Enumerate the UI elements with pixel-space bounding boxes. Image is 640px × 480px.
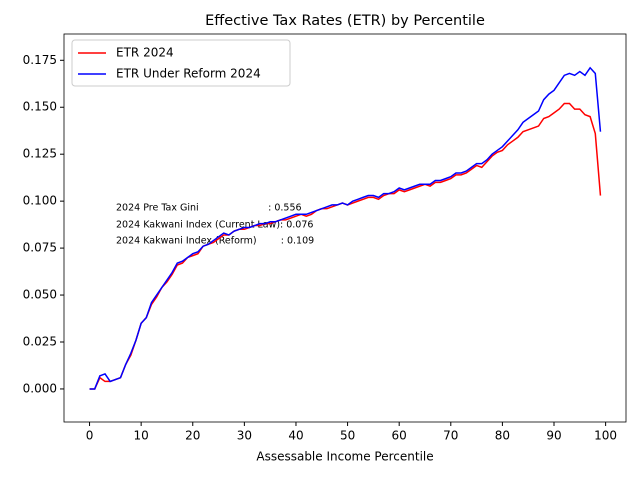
y-tick-label: 0.175: [23, 53, 57, 67]
y-tick-label: 0.075: [23, 241, 57, 255]
line: [89, 66, 602, 390]
y-tick-label: 0.050: [23, 288, 57, 302]
x-tick-label: 0: [86, 429, 94, 443]
y-tick-label: 0.000: [23, 381, 57, 395]
annotation: 2024 Pre Tax Gini : 0.556: [116, 203, 302, 214]
legend-label: ETR 2024: [116, 46, 174, 60]
x-tick-label: 80: [495, 429, 510, 443]
y-tick-label: 0.100: [23, 194, 57, 208]
annotation: 2024 Kakwani Index (Current Law): 0.076: [116, 220, 313, 231]
chart-title: Effective Tax Rates (ETR) by Percentile: [205, 13, 485, 29]
y-tick-label: 0.125: [23, 147, 57, 161]
x-tick-label: 100: [594, 429, 617, 443]
x-tick-label: 10: [134, 429, 149, 443]
x-tick-label: 40: [288, 429, 303, 443]
y-tick-label: 0.025: [23, 334, 57, 348]
x-tick-label: 20: [185, 429, 200, 443]
x-tick-label: 70: [443, 429, 458, 443]
legend-label: ETR Under Reform 2024: [116, 67, 261, 81]
x-tick-label: 90: [546, 429, 561, 443]
legend-box: [71, 39, 291, 87]
y-tick-label: 0.150: [23, 100, 57, 114]
plot-frame: [63, 33, 627, 423]
x-tick-label: 50: [340, 429, 355, 443]
x-tick-label: 60: [392, 429, 407, 443]
x-axis-label: Assessable Income Percentile: [256, 450, 433, 464]
x-tick-label: 30: [237, 429, 252, 443]
